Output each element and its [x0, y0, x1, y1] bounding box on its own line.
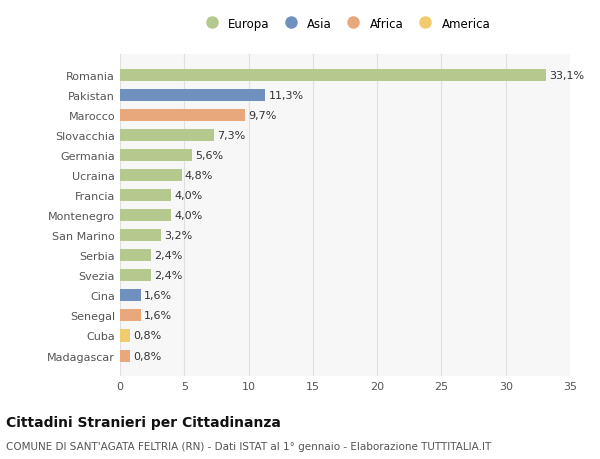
Bar: [120, 190, 172, 202]
Bar: [120, 130, 214, 142]
Text: 1,6%: 1,6%: [144, 291, 172, 301]
Text: 2,4%: 2,4%: [154, 271, 182, 281]
Text: 0,8%: 0,8%: [133, 331, 162, 341]
Text: COMUNE DI SANT'AGATA FELTRIA (RN) - Dati ISTAT al 1° gennaio - Elaborazione TUTT: COMUNE DI SANT'AGATA FELTRIA (RN) - Dati…: [6, 441, 491, 451]
Bar: [120, 270, 151, 282]
Text: 0,8%: 0,8%: [133, 351, 162, 361]
Bar: [120, 150, 192, 162]
Text: 11,3%: 11,3%: [269, 91, 304, 101]
Bar: [120, 350, 130, 362]
Text: 4,0%: 4,0%: [175, 211, 203, 221]
Text: 4,8%: 4,8%: [185, 171, 214, 181]
Legend: Europa, Asia, Africa, America: Europa, Asia, Africa, America: [195, 13, 495, 35]
Bar: [120, 310, 140, 322]
Text: 2,4%: 2,4%: [154, 251, 182, 261]
Bar: [120, 110, 245, 122]
Text: 5,6%: 5,6%: [195, 151, 223, 161]
Text: 3,2%: 3,2%: [164, 231, 193, 241]
Text: 9,7%: 9,7%: [248, 111, 277, 121]
Bar: [120, 170, 182, 182]
Bar: [120, 230, 161, 242]
Bar: [120, 70, 545, 82]
Text: 7,3%: 7,3%: [217, 131, 245, 141]
Bar: [120, 250, 151, 262]
Text: 4,0%: 4,0%: [175, 191, 203, 201]
Bar: [120, 210, 172, 222]
Text: 33,1%: 33,1%: [549, 71, 584, 81]
Text: 1,6%: 1,6%: [144, 311, 172, 321]
Bar: [120, 330, 130, 342]
Text: Cittadini Stranieri per Cittadinanza: Cittadini Stranieri per Cittadinanza: [6, 415, 281, 429]
Bar: [120, 90, 265, 102]
Bar: [120, 290, 140, 302]
